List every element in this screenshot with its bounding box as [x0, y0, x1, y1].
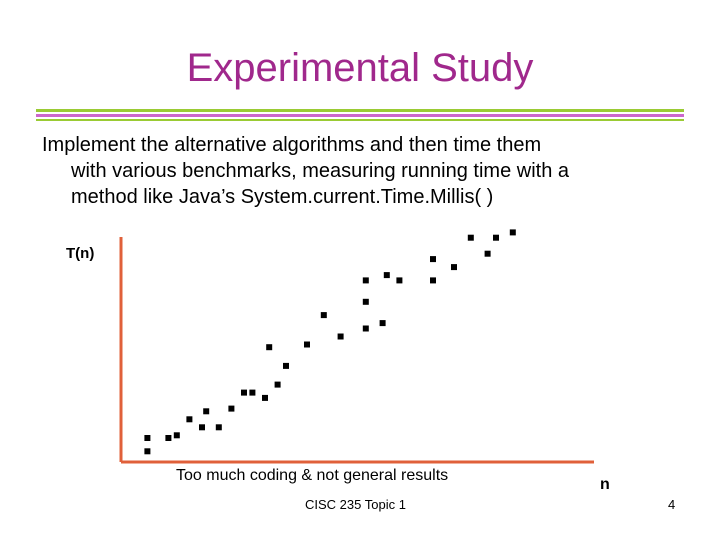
data-point	[228, 405, 235, 412]
data-point	[215, 424, 222, 431]
data-point	[262, 394, 268, 401]
data-point	[283, 362, 289, 369]
data-point	[379, 320, 386, 327]
title-rule-pink	[36, 114, 684, 117]
y-axis-label: T(n)	[66, 245, 94, 262]
data-point	[337, 333, 344, 340]
data-point	[186, 416, 193, 423]
x-axis-label: n	[600, 476, 610, 493]
slide-title: Experimental Study	[186, 46, 534, 90]
data-point	[383, 272, 390, 279]
data-point	[241, 389, 247, 396]
data-point	[203, 408, 210, 415]
data-point	[165, 435, 172, 441]
data-point	[144, 448, 151, 455]
body-line-2: with various benchmarks, measuring runni…	[71, 160, 569, 182]
data-point	[396, 277, 403, 284]
data-point	[320, 312, 327, 319]
title-rule-green-top	[36, 109, 684, 112]
data-point	[266, 344, 273, 351]
data-point	[451, 264, 457, 271]
slide-body-text: Implement the alternative algorithms and…	[42, 132, 692, 210]
data-point	[199, 424, 205, 431]
data-point	[362, 277, 369, 284]
body-line-1: Implement the alternative algorithms and…	[42, 134, 542, 156]
page-number: 4	[668, 497, 676, 512]
data-point	[362, 298, 369, 305]
data-point	[274, 381, 281, 388]
body-line-3: method like Java’s System.current.Time.M…	[71, 186, 494, 208]
data-point	[173, 432, 180, 439]
chart-caption: Too much coding & not general results	[176, 467, 449, 484]
data-point	[430, 277, 436, 284]
data-point	[304, 341, 310, 348]
data-point	[249, 389, 256, 396]
data-point	[484, 250, 491, 257]
footer-course: CISC 235 Topic 1	[305, 497, 406, 512]
title-rule-green-bottom	[36, 119, 684, 121]
data-point	[144, 435, 151, 441]
data-point	[467, 234, 474, 241]
data-point	[430, 256, 436, 263]
data-point	[493, 234, 499, 241]
data-point	[509, 229, 516, 236]
data-point	[362, 325, 369, 332]
data-points	[144, 229, 516, 455]
